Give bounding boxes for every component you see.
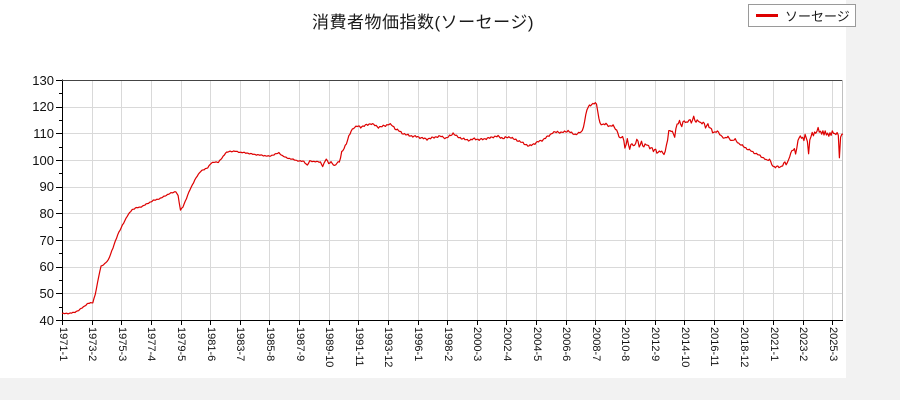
x-axis-tick-label: 1991-11 xyxy=(352,327,365,367)
x-axis-tick-label: 1971-1 xyxy=(56,327,69,362)
y-axis-tick-label: 90 xyxy=(39,179,54,195)
x-axis-tick-label: 2016-11 xyxy=(708,327,721,367)
x-axis-tick-label: 1985-8 xyxy=(263,327,276,362)
x-axis-tick-label: 1973-2 xyxy=(86,327,99,362)
x-axis-tick-label: 1977-4 xyxy=(145,327,158,362)
series-line xyxy=(61,101,844,315)
x-axis-tick-label: 1981-6 xyxy=(204,327,217,362)
x-axis-tick-label: 2010-8 xyxy=(619,327,632,362)
chart-title: 消費者物価指数(ソーセージ) xyxy=(312,13,534,32)
y-axis-tick-label: 110 xyxy=(33,125,54,141)
x-axis-tick-label: 1983-7 xyxy=(234,327,247,362)
x-axis-tick-label: 1998-2 xyxy=(441,327,454,362)
x-axis-tick-label: 1979-5 xyxy=(175,327,187,362)
chart-canvas: 消費者物価指数(ソーセージ) 40 50 60 70 80 90 100 110 120 130 1… xyxy=(0,0,856,378)
x-axis-tick-label: 1989-10 xyxy=(323,327,336,368)
y-axis-tick-label: 70 xyxy=(39,232,54,248)
y-axis-tick-label: 120 xyxy=(32,99,54,115)
x-axis-tick-label: 2018-12 xyxy=(737,327,750,368)
x-axis-tick-label: 1993-12 xyxy=(382,327,395,368)
y-axis-tick-label: 130 xyxy=(32,72,54,88)
x-axis-tick-label: 2002-4 xyxy=(500,327,513,362)
y-axis-tick-label: 80 xyxy=(39,205,54,221)
x-axis-tick-label: 2023-2 xyxy=(797,327,810,362)
x-axis-tick-label: 2004-5 xyxy=(530,327,543,362)
legend-line-swatch xyxy=(756,14,778,17)
x-axis-tick-label: 2025-3 xyxy=(826,327,839,362)
x-axis-tick-label: 2008-7 xyxy=(589,327,602,362)
x-axis-tick-label: 2021-1 xyxy=(767,327,780,362)
x-axis-tick-label: 2012-9 xyxy=(649,327,662,362)
x-axis-tick-label: 2006-6 xyxy=(560,327,573,362)
x-axis-tick-label: 1996-1 xyxy=(412,327,425,362)
x-axis-tick-label: 1987-9 xyxy=(293,327,306,362)
legend: ソーセージ xyxy=(748,4,856,27)
legend-series-label: ソーセージ xyxy=(785,9,850,24)
y-axis-tick-label: 60 xyxy=(39,259,54,275)
x-axis-tick-label: 2014-10 xyxy=(678,327,691,368)
y-axis-tick-label: 100 xyxy=(32,152,54,168)
y-axis-tick-label: 40 xyxy=(39,312,54,328)
x-axis-tick-label: 1975-3 xyxy=(115,327,128,362)
plot-area xyxy=(56,79,844,325)
x-axis-tick-label: 2000-3 xyxy=(471,327,484,362)
y-axis-tick-label: 50 xyxy=(39,285,54,301)
